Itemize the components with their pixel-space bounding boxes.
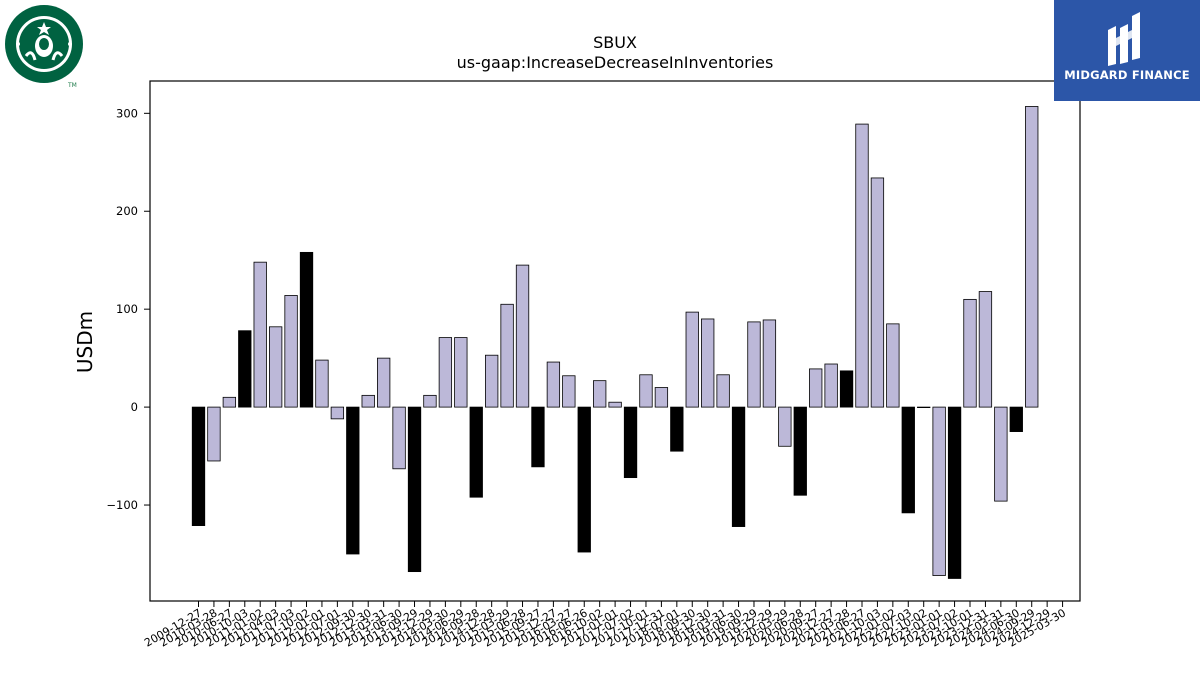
bar: [454, 337, 468, 408]
bar: [191, 406, 206, 526]
bar: [515, 264, 530, 408]
bar: [623, 406, 638, 479]
bar: [855, 123, 869, 408]
bar: [747, 321, 761, 408]
bar: [947, 406, 962, 579]
bar: [978, 291, 993, 408]
midgard-finance-logo: MIDGARD FINANCE: [1054, 0, 1200, 101]
bar: [377, 357, 391, 408]
bar: [731, 406, 746, 527]
bar: [762, 319, 777, 408]
bar: [346, 406, 360, 555]
bar: [284, 295, 298, 408]
bar: [500, 303, 514, 408]
bar: [438, 337, 453, 408]
starbucks-siren-icon: [5, 5, 83, 83]
bar: [577, 406, 591, 553]
starbucks-logo: TM: [4, 4, 86, 89]
y-tick-label: 0: [131, 400, 138, 414]
bar: [608, 401, 622, 408]
bar: [485, 354, 499, 408]
bar: [639, 374, 653, 408]
bar: [809, 368, 823, 408]
y-axis: −100 0 100 200 300: [106, 106, 150, 512]
bar: [1025, 106, 1039, 408]
bar: [716, 374, 730, 408]
chart-subtitle: us-gaap:IncreaseDecreaseInInventories: [457, 53, 774, 72]
brand-name: MIDGARD FINANCE: [1064, 68, 1190, 82]
y-tick-label: 100: [116, 302, 138, 316]
bar: [392, 406, 406, 470]
bar: [685, 311, 699, 408]
bar: [469, 406, 483, 498]
bar: [407, 406, 422, 573]
bar: [994, 406, 1008, 502]
bar: [1009, 406, 1023, 432]
chart-title: SBUX: [593, 33, 637, 52]
y-tick-label: 200: [116, 204, 138, 218]
bar: [701, 318, 715, 408]
bar: [839, 370, 854, 408]
bar: [670, 406, 684, 452]
bar: [238, 330, 252, 408]
x-axis: 2009-12-272010-03-282010-06-272010-10-03…: [142, 601, 1068, 650]
bar: [253, 261, 267, 408]
bar: [546, 361, 561, 408]
bar: [423, 394, 437, 408]
bar: [824, 363, 838, 408]
bar: [917, 406, 931, 409]
bar: [593, 380, 607, 408]
bar: [886, 323, 900, 408]
trademark-mark: TM: [68, 82, 77, 89]
bar: [901, 406, 915, 514]
y-axis-label: USDm: [73, 311, 97, 373]
bar-series: [191, 106, 1039, 579]
bar: [207, 406, 221, 462]
bar: [562, 375, 576, 408]
bar: [531, 406, 545, 468]
bar: [963, 298, 977, 408]
bar: [654, 387, 669, 408]
bar: [932, 406, 946, 576]
bar: [330, 406, 345, 420]
bar: [361, 394, 375, 408]
y-tick-label: 300: [116, 106, 138, 120]
bar: [299, 251, 314, 408]
bar: [268, 326, 283, 408]
bar: [778, 406, 792, 447]
y-tick-label: −100: [106, 498, 138, 512]
bar: [222, 396, 237, 408]
midgard-monogram-icon: [1108, 12, 1140, 66]
bar: [793, 406, 807, 496]
bar: [870, 177, 885, 408]
bar: [315, 359, 329, 408]
